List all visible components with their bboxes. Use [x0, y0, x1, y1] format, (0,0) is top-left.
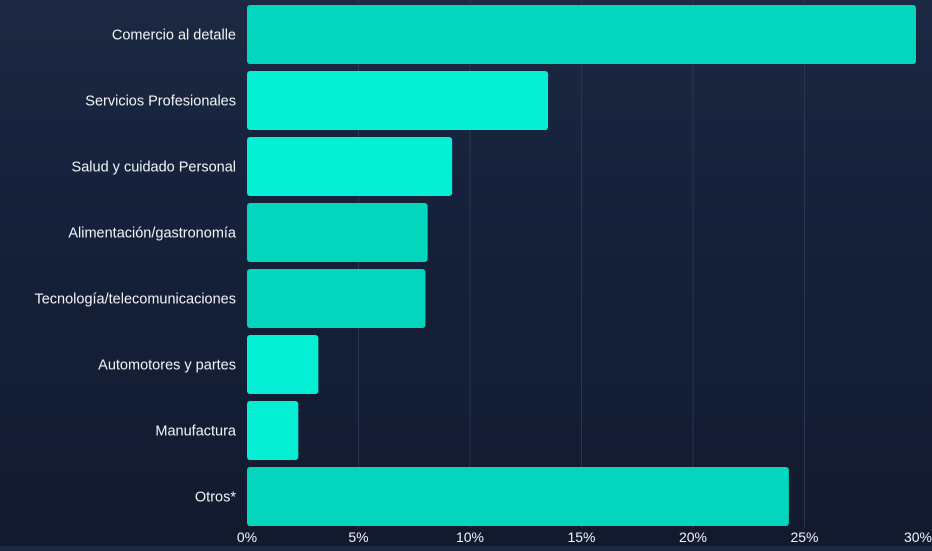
- category-label-5: Tecnología/telecomunicaciones: [34, 292, 236, 308]
- category-label-7: Manufactura: [155, 424, 237, 440]
- bar-3: [247, 137, 453, 196]
- bar-6: [247, 335, 319, 394]
- category-label-6: Automotores y partes: [98, 358, 236, 374]
- x-tick-label-5: 5%: [348, 529, 368, 545]
- category-label-8: Otros*: [195, 490, 236, 506]
- bar-4: [247, 203, 428, 262]
- category-label-2: Servicios Profesionales: [85, 94, 236, 110]
- x-axis-tick-labels: 0% 5% 10% 15% 20% 25% 30%: [237, 529, 932, 545]
- x-tick-label-20: 20%: [679, 529, 707, 545]
- category-labels: Comercio al detalle Servicios Profesional…: [34, 28, 236, 506]
- bar-7: [247, 401, 299, 460]
- category-label-4: Alimentación/gastronomía: [68, 226, 237, 242]
- x-tick-label-15: 15%: [567, 529, 595, 545]
- x-tick-label-30: 30%: [904, 529, 932, 545]
- bar-5: [247, 269, 426, 328]
- bar-2: [247, 71, 549, 130]
- bars: [247, 5, 916, 526]
- category-label-3: Salud y cuidado Personal: [72, 160, 236, 176]
- x-tick-label-0: 0%: [237, 529, 257, 545]
- x-tick-label-10: 10%: [456, 529, 484, 545]
- bar-1: [247, 5, 916, 64]
- x-tick-label-25: 25%: [790, 529, 818, 545]
- category-label-1: Comercio al detalle: [112, 28, 236, 44]
- bar-8: [247, 467, 789, 526]
